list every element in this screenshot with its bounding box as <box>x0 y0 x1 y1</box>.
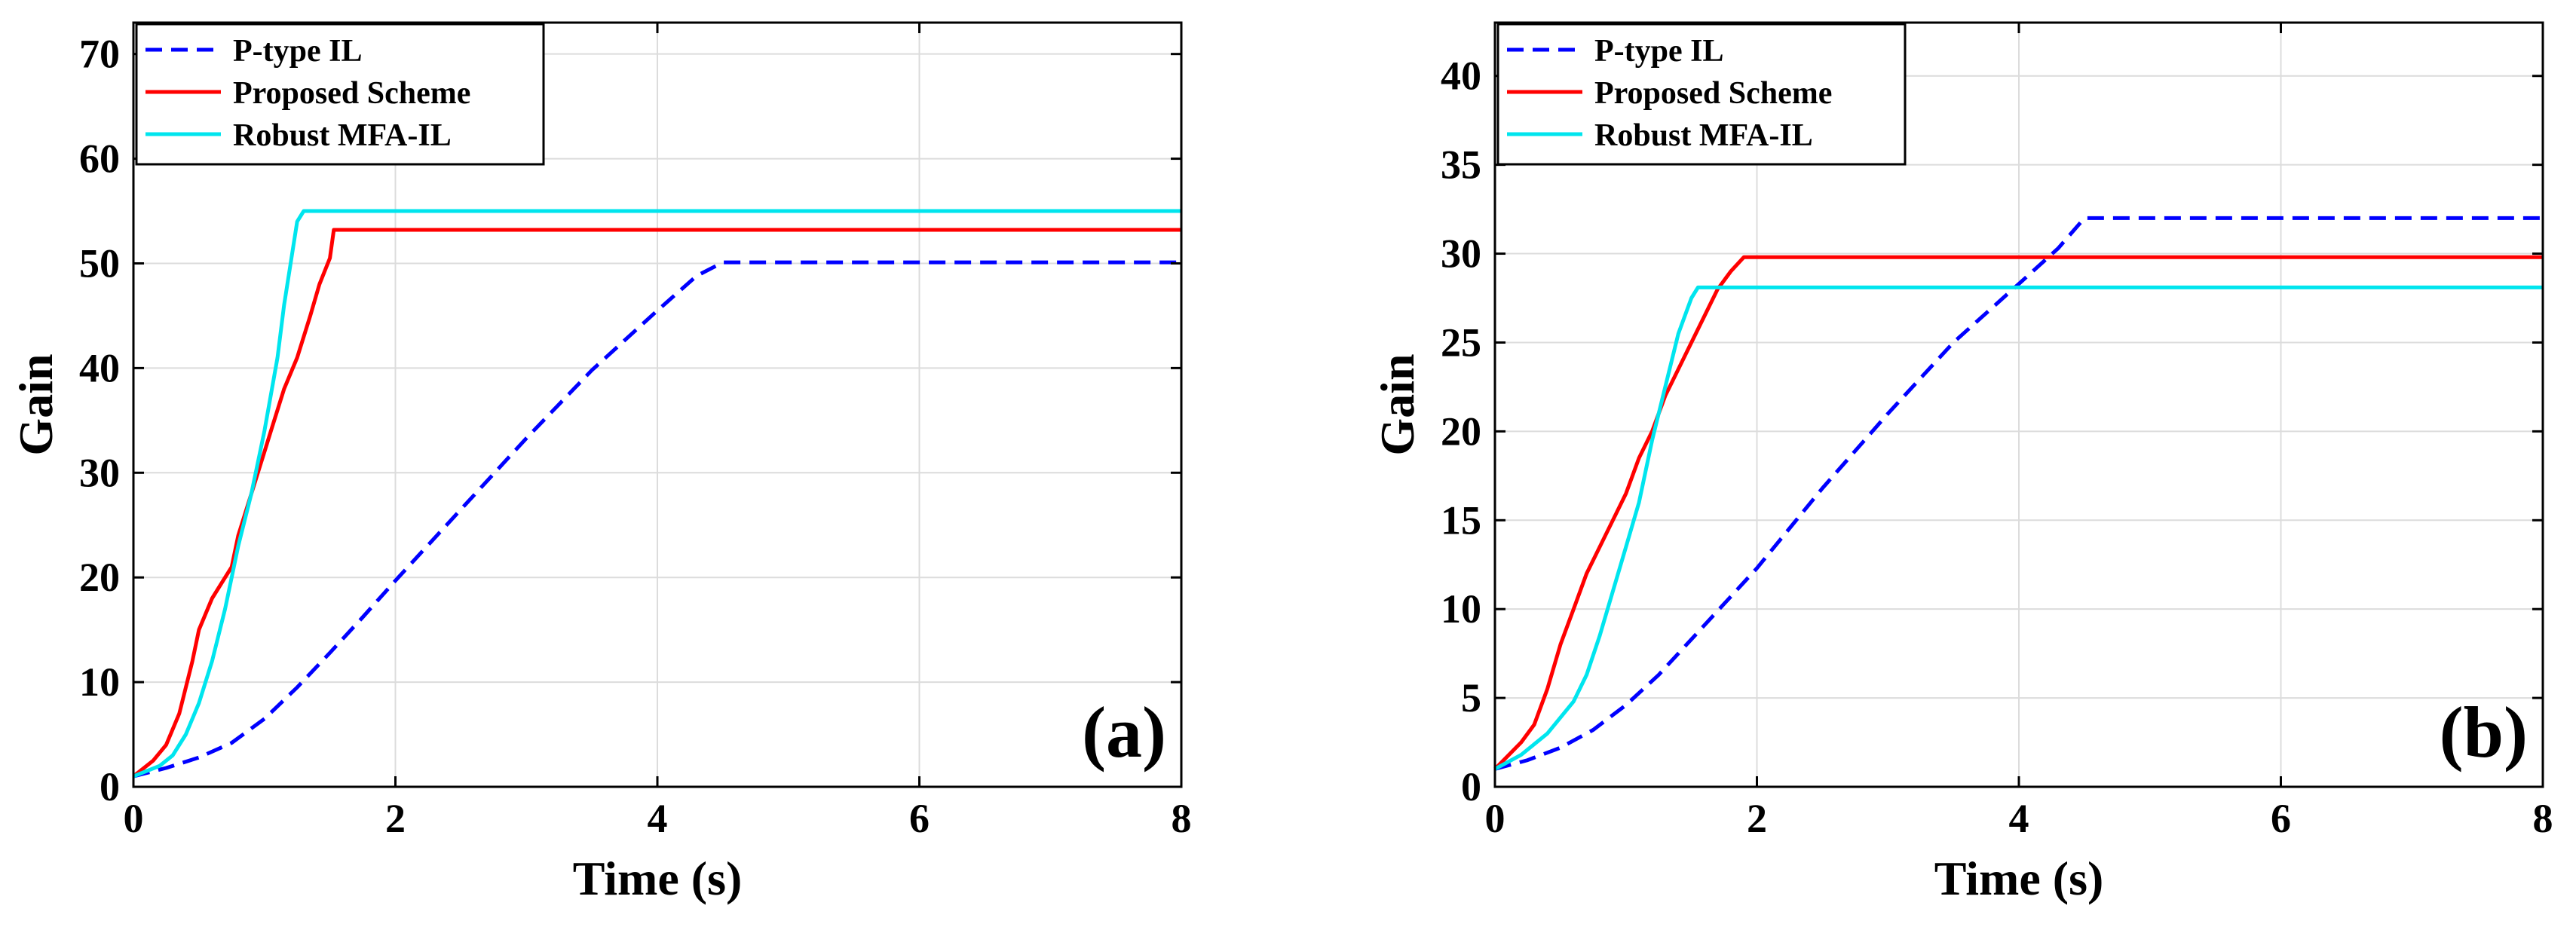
y-axis-label: Gain <box>9 353 63 455</box>
y-tick-label: 40 <box>79 345 120 390</box>
y-tick-label: 30 <box>1441 231 1481 277</box>
series-line-3 <box>1493 285 2543 771</box>
legend-label-1: P-type IL <box>233 34 363 69</box>
x-tick-label: 4 <box>2009 796 2029 841</box>
legend-label-1: P-type IL <box>1594 34 1724 69</box>
y-tick-label: 10 <box>1441 586 1481 632</box>
y-tick-label: 10 <box>79 659 120 705</box>
legend-box <box>135 23 545 166</box>
chart-panel-a: 0 2 4 6 8 0 10 20 30 40 50 60 70 Time (s) Gain P-type I… <box>9 21 1192 905</box>
series-line-1 <box>133 260 1181 779</box>
x-tick-label: 2 <box>385 796 406 841</box>
series-line-1 <box>1494 216 2543 771</box>
legend-label-2: Proposed Scheme <box>233 76 470 111</box>
y-tick-label: 0 <box>1461 764 1481 809</box>
x-tick-label: 8 <box>2533 796 2553 841</box>
y-tick-label: 35 <box>1441 142 1481 188</box>
legend: P-type IL Proposed Scheme Robust MFA-IL <box>135 23 545 166</box>
y-tick-label: 30 <box>79 450 120 495</box>
panel-label: (a) <box>1082 692 1166 772</box>
legend-label-3: Robust MFA-IL <box>1594 118 1813 153</box>
panel-label: (b) <box>2440 692 2528 772</box>
y-tick-label: 20 <box>1441 408 1481 454</box>
y-tick-label: 0 <box>100 764 120 809</box>
series-line-2 <box>1493 255 2543 771</box>
y-tick-label: 20 <box>79 555 120 600</box>
x-axis-label: Time (s) <box>1934 852 2104 905</box>
series-line-2 <box>132 228 1181 779</box>
legend-label-2: Proposed Scheme <box>1594 76 1832 111</box>
x-tick-label: 0 <box>1485 796 1505 841</box>
y-tick-label: 40 <box>1441 54 1481 99</box>
x-tick-label: 6 <box>2271 796 2291 841</box>
legend-box <box>1496 23 1907 166</box>
x-tick-label: 0 <box>124 796 144 841</box>
legend: P-type IL Proposed Scheme Robust MFA-IL <box>1496 23 1907 166</box>
y-tick-label: 15 <box>1441 497 1481 543</box>
legend-label-3: Robust MFA-IL <box>233 118 452 153</box>
y-tick-label: 60 <box>79 136 120 182</box>
y-axis-label: Gain <box>1371 353 1424 455</box>
x-tick-label: 4 <box>648 796 668 841</box>
y-tick-label: 5 <box>1461 675 1481 720</box>
chart-panel-b: 0 2 4 6 8 0 5 10 15 20 25 30 35 40 Time (s) Gain P-type … <box>1371 21 2553 905</box>
x-tick-label: 6 <box>909 796 930 841</box>
y-tick-label: 50 <box>79 240 120 286</box>
y-tick-label: 70 <box>79 32 120 77</box>
series-line-3 <box>133 209 1181 779</box>
x-tick-label: 2 <box>1747 796 1767 841</box>
y-tick-label: 25 <box>1441 320 1481 365</box>
x-tick-label: 8 <box>1172 796 1192 841</box>
x-axis-label: Time (s) <box>573 852 743 905</box>
